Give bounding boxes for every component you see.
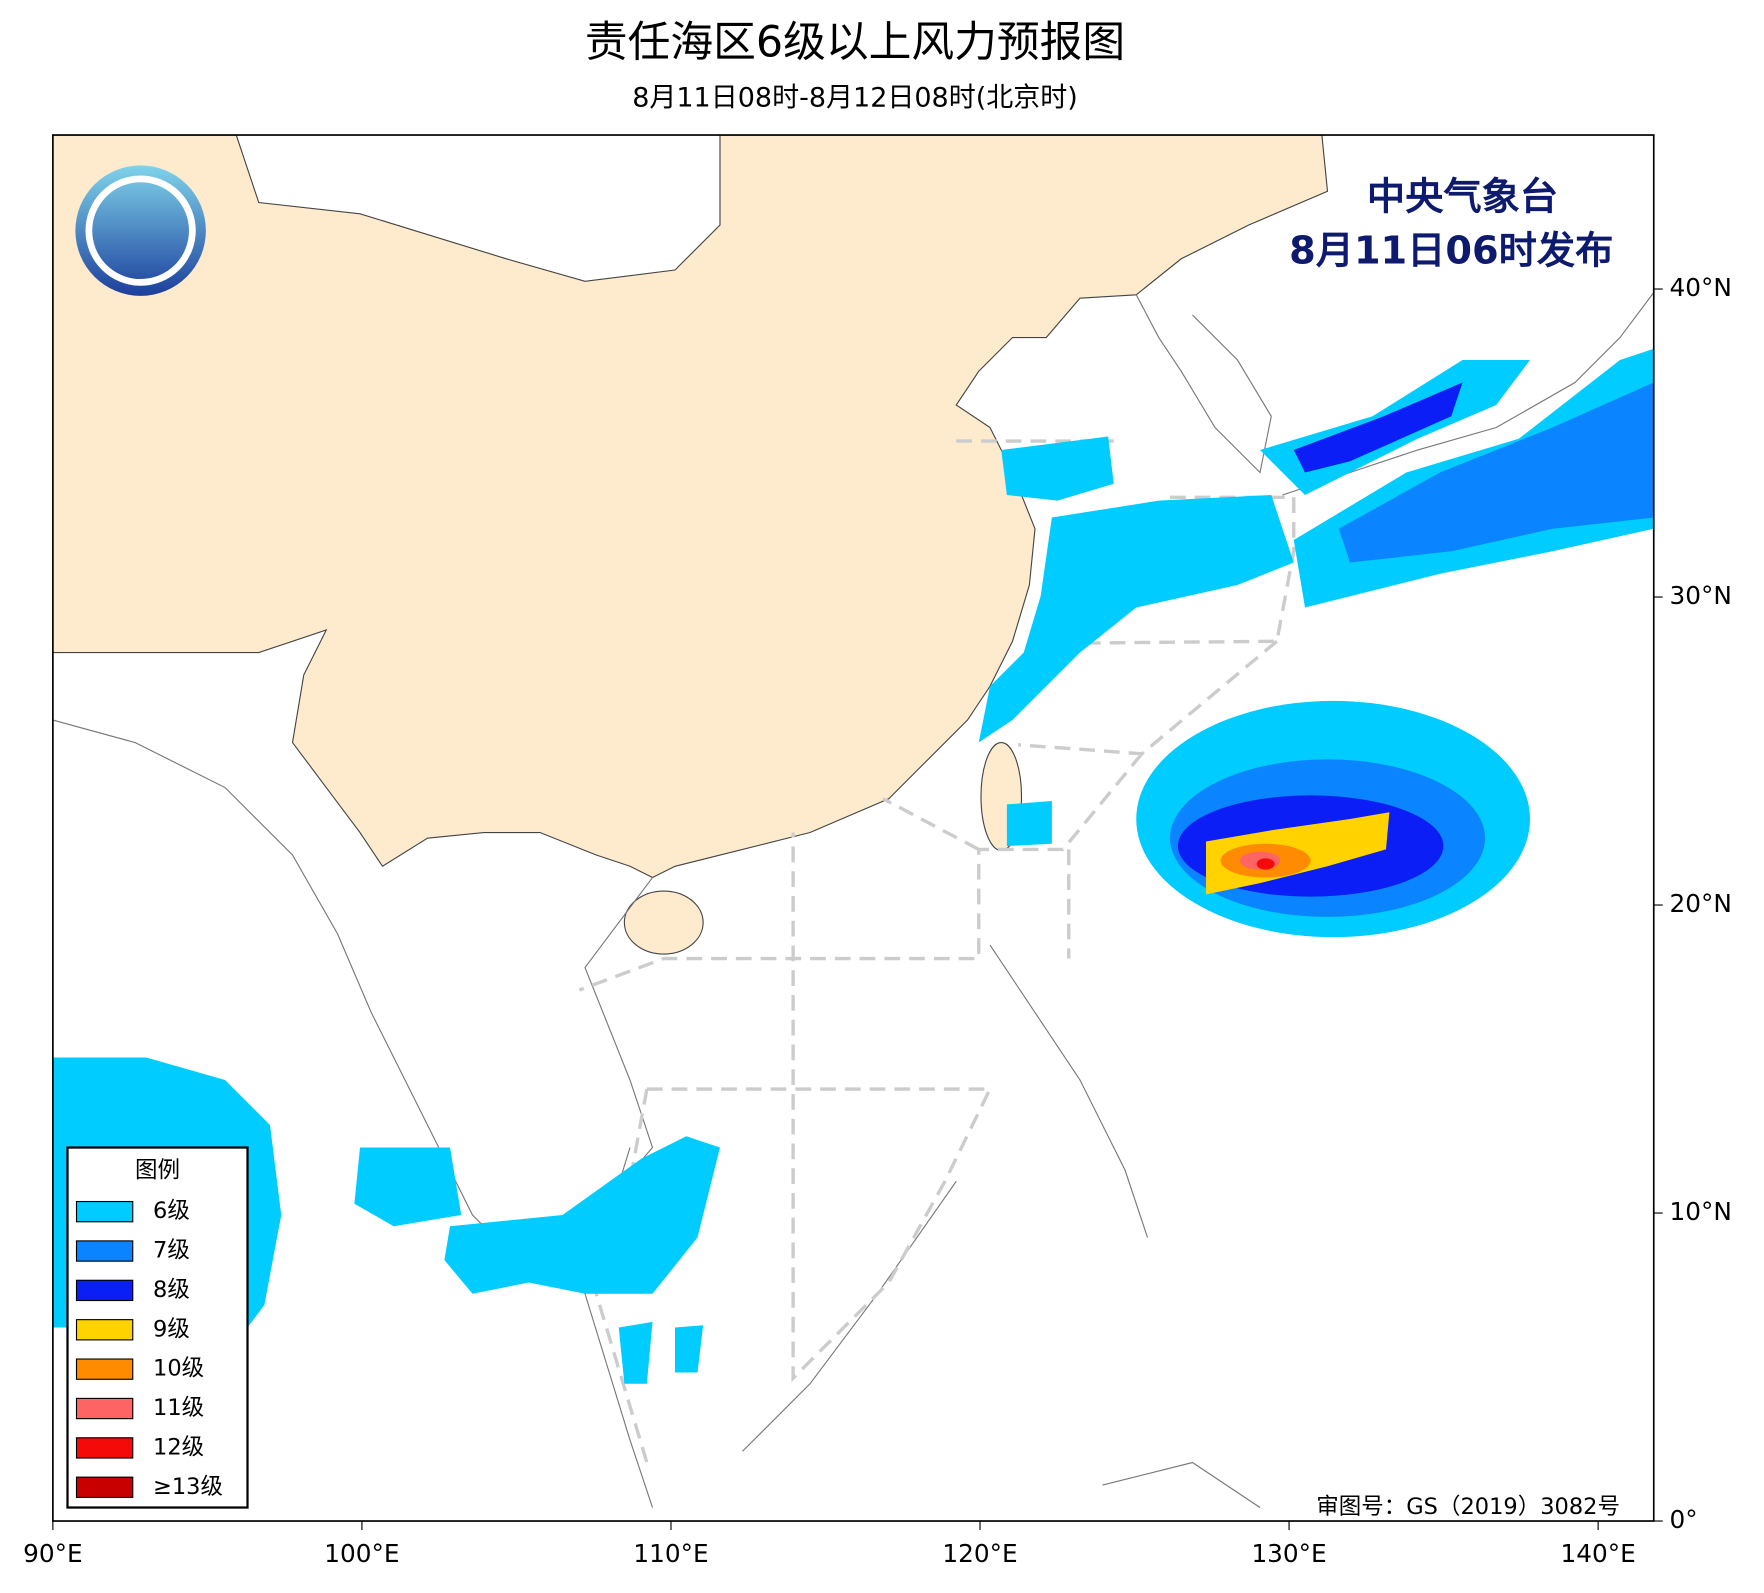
legend-label: 11级: [153, 1395, 204, 1421]
issue-time: 8月11日06时发布: [1289, 229, 1613, 274]
legend-swatch: [75, 1279, 134, 1302]
y-tick-label: 30°N: [1670, 581, 1732, 610]
x-tick-label: 140°E: [1560, 1539, 1635, 1568]
legend-swatch: [75, 1319, 134, 1341]
legend-swatch: [75, 1397, 134, 1420]
y-tick-label: 40°N: [1670, 273, 1732, 302]
x-tick-label: 110°E: [633, 1539, 708, 1568]
map-area: [52, 135, 1654, 1508]
title: 责任海区6级以上风力预报图: [585, 18, 1125, 68]
legend-label: ≥13级: [153, 1474, 223, 1500]
x-tick-label: 120°E: [942, 1539, 1017, 1568]
wind-area: [1256, 858, 1275, 870]
x-tick-label: 130°E: [1251, 1539, 1326, 1568]
subtitle: 8月11日08时-8月12日08时(北京时): [632, 83, 1078, 114]
wind-area: [618, 1321, 653, 1384]
legend-swatch: [75, 1437, 134, 1459]
wind-area: [1293, 382, 1463, 473]
wind-area: [1338, 382, 1654, 563]
logo: [75, 165, 206, 296]
y-tick-label: 10°N: [1670, 1197, 1732, 1226]
legend-title: 图例: [135, 1158, 180, 1184]
legend-label: 10级: [153, 1356, 204, 1382]
legend-label: 8级: [153, 1277, 190, 1303]
legend: 图例 6级 7级 8级 9级 10级 11级 12级 ≥13级: [66, 1146, 249, 1509]
map-frame: [52, 134, 1655, 1522]
wind-area: [1001, 436, 1114, 501]
legend-label: 6级: [153, 1198, 190, 1224]
china-land: [52, 135, 1329, 879]
wind-area: [675, 1325, 704, 1373]
hainan: [623, 890, 704, 955]
x-tick-label: 100°E: [324, 1539, 399, 1568]
legend-label: 9级: [153, 1316, 190, 1342]
wind-area: [354, 1147, 462, 1227]
x-tick-label: 90°E: [23, 1539, 83, 1568]
legend-swatch: [75, 1476, 134, 1498]
publisher: 中央气象台: [1367, 175, 1558, 220]
y-tick-label: 20°N: [1670, 889, 1732, 918]
y-tick-label: 0°: [1670, 1505, 1698, 1534]
wind-area: [1006, 801, 1052, 847]
legend-swatch: [75, 1240, 134, 1262]
legend-label: 7级: [153, 1238, 190, 1264]
sea-boundaries: [578, 439, 1296, 1464]
wind-area: [978, 495, 1294, 743]
legend-label: 12级: [153, 1434, 204, 1460]
wind-area: [444, 1136, 720, 1294]
legend-swatch: [75, 1200, 134, 1223]
approval: 审图号：GS（2019）3082号: [1316, 1494, 1620, 1520]
legend-swatch: [75, 1358, 134, 1380]
logo-ring: [85, 175, 196, 286]
